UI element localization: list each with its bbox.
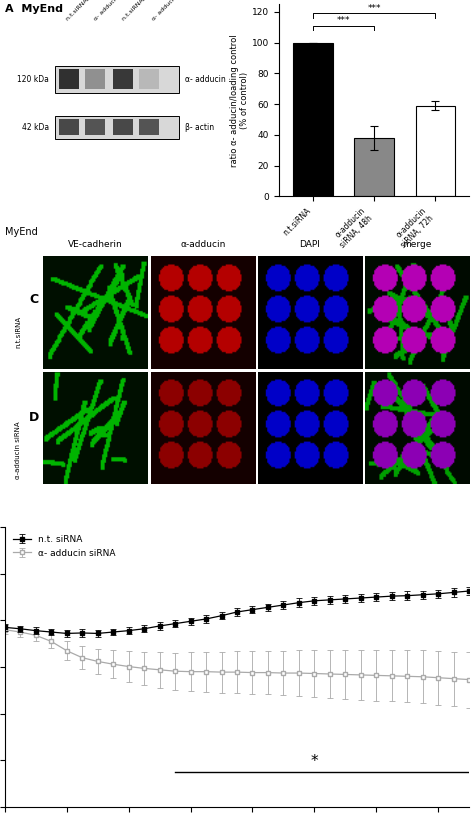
Text: n.t.siRNA: n.t.siRNA [15,316,21,349]
FancyBboxPatch shape [59,120,79,134]
Text: α- adducin: α- adducin [185,75,226,84]
Y-axis label: ratio α- adducin/loading control
(% of control): ratio α- adducin/loading control (% of c… [230,34,249,166]
FancyBboxPatch shape [85,69,105,89]
FancyBboxPatch shape [85,120,105,134]
Text: β- actin: β- actin [185,122,214,132]
Text: n.t.siRNA, 48h: n.t.siRNA, 48h [65,0,100,21]
FancyBboxPatch shape [139,120,159,134]
Text: n.t.siRNA, 72h: n.t.siRNA, 72h [121,0,156,21]
FancyBboxPatch shape [59,69,79,89]
Text: 42 kDa: 42 kDa [22,122,49,132]
Text: MyEnd: MyEnd [5,227,38,237]
Bar [292,42,333,196]
Text: *: * [310,754,318,769]
Text: C: C [30,293,39,306]
FancyBboxPatch shape [139,69,159,89]
Text: D: D [28,411,39,424]
Text: DAPI: DAPI [300,240,320,249]
Text: A  MyEnd: A MyEnd [5,4,63,14]
Bar [416,106,456,196]
Text: ***: *** [337,15,350,24]
Text: α-adducin siRNA: α-adducin siRNA [15,421,21,478]
Text: 120 kDa: 120 kDa [17,75,49,84]
Text: VE-cadherin: VE-cadherin [68,240,123,249]
Legend: n.t. siRNA, α- adducin siRNA: n.t. siRNA, α- adducin siRNA [9,531,119,562]
Text: α-adducin: α-adducin [180,240,226,249]
FancyBboxPatch shape [55,116,179,139]
FancyBboxPatch shape [55,66,179,93]
Text: α- adducin siRNA, 72h: α- adducin siRNA, 72h [151,0,203,21]
Text: merge: merge [402,240,432,249]
Text: α- adducin siRNA, 48h: α- adducin siRNA, 48h [93,0,146,21]
Text: ***: *** [367,3,381,12]
Bar [354,138,394,196]
FancyBboxPatch shape [113,120,133,134]
FancyBboxPatch shape [113,69,133,89]
